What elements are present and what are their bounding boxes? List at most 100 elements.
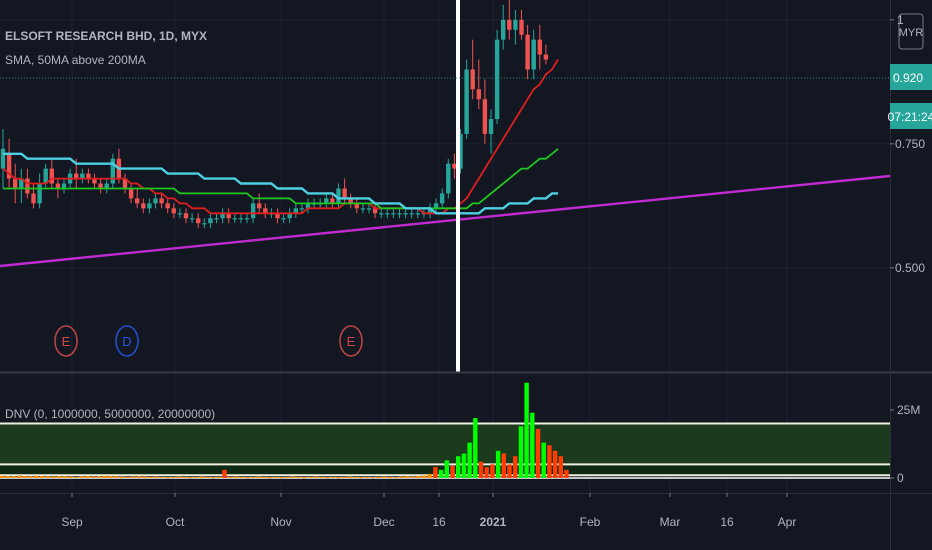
vertical-marker-line[interactable] [456, 0, 460, 372]
volume-bar [347, 476, 353, 478]
candle-body [446, 163, 451, 194]
volume-bar [399, 476, 404, 478]
volume-bar [74, 476, 79, 478]
volume-bar [273, 476, 278, 478]
volume-bar [22, 476, 28, 478]
volume-bar [205, 476, 210, 478]
volume-bar [51, 476, 56, 478]
currency-button[interactable] [898, 13, 924, 50]
candle-body [80, 173, 85, 179]
volume-bar [404, 476, 410, 478]
volume-bar [222, 469, 227, 478]
volume-bar [210, 477, 216, 479]
candle-body [397, 213, 402, 215]
candle-body [336, 188, 341, 204]
candle-body [391, 213, 396, 215]
volume-bar [85, 476, 90, 478]
time-tick-label: 16 [720, 515, 734, 529]
volume-bar [0, 475, 5, 478]
candle-body [464, 69, 469, 134]
volume-bar [262, 476, 267, 478]
volume-bar [490, 464, 495, 478]
indicator-label: SMA, 50MA above 200MA [5, 53, 146, 67]
volume-axis[interactable]: 25M 0 [890, 403, 920, 485]
price-axis[interactable]: 1 0.750 0.500 [890, 13, 925, 275]
candle-body [354, 203, 359, 209]
candle-body [281, 218, 286, 220]
candle-body [440, 193, 445, 204]
candle-body [183, 213, 189, 219]
event-marker-letter: D [122, 334, 131, 349]
candle-body [19, 178, 24, 189]
candle-body [177, 213, 183, 215]
last-price-value: 0.920 [893, 71, 923, 85]
moving-averages [2, 59, 559, 215]
candle-body [250, 203, 256, 219]
countdown-value: 07:21:24 [888, 110, 932, 124]
candle-body [482, 99, 488, 134]
volume-bar [501, 453, 506, 478]
candle-body [360, 208, 366, 210]
volume-bar [125, 476, 130, 478]
candle-body [330, 198, 335, 204]
volume-bar [558, 456, 563, 478]
volume-bar [456, 456, 461, 478]
candle-body [238, 218, 244, 220]
candle-body [501, 19, 506, 40]
candle-body [153, 198, 158, 204]
volume-bar [421, 475, 427, 478]
volume-bar [307, 476, 313, 478]
candle-body [366, 208, 372, 210]
candle-body [342, 188, 347, 199]
volume-bar [381, 476, 387, 478]
trendline[interactable] [0, 174, 891, 268]
candle-body [43, 168, 48, 184]
time-tick-label: Mar [660, 515, 681, 529]
volume-bar [28, 476, 33, 478]
volume-bar [182, 476, 187, 478]
volume-bar [136, 476, 142, 478]
volume-bar [148, 476, 153, 478]
volume-bar [290, 476, 296, 478]
volume-bar [68, 476, 73, 478]
volume-bar [450, 465, 455, 478]
volume-bar [159, 476, 164, 478]
candle-body [165, 203, 170, 209]
candle-body [415, 213, 420, 215]
candle-body [135, 198, 140, 204]
volume-bar [62, 476, 68, 478]
volume-bar [495, 450, 501, 478]
volume-bar [34, 475, 39, 478]
candle-body [519, 19, 524, 35]
volume-bar [324, 477, 330, 479]
candle-body [324, 198, 329, 204]
candle-body [6, 153, 12, 179]
volume-bar [302, 477, 307, 479]
volume-bar [256, 476, 261, 478]
candle-body [128, 188, 134, 199]
volume-bar [353, 476, 358, 478]
volume-bar [438, 469, 444, 478]
time-axis[interactable]: Sep Oct Nov Dec 16 2021 Feb Mar 16 Apr [61, 493, 796, 529]
time-tick-label: Sep [61, 515, 83, 529]
candle-body [543, 54, 549, 60]
volume-bar [250, 476, 256, 478]
candle-body [257, 203, 262, 209]
candle-body [110, 158, 115, 184]
volume-bar [279, 477, 284, 479]
volume-tick-label: 25M [897, 403, 920, 417]
volume-bar [478, 461, 484, 478]
volume-bar [507, 464, 512, 478]
volume-bar [96, 476, 102, 478]
candle-body [92, 178, 97, 184]
time-tick-label: Dec [373, 515, 394, 529]
volume-bar [524, 382, 529, 478]
volume-bar [239, 476, 244, 478]
candle-body [122, 178, 128, 189]
volume-bar [541, 442, 546, 478]
candle-body [244, 218, 250, 220]
volume-bar [518, 426, 524, 478]
